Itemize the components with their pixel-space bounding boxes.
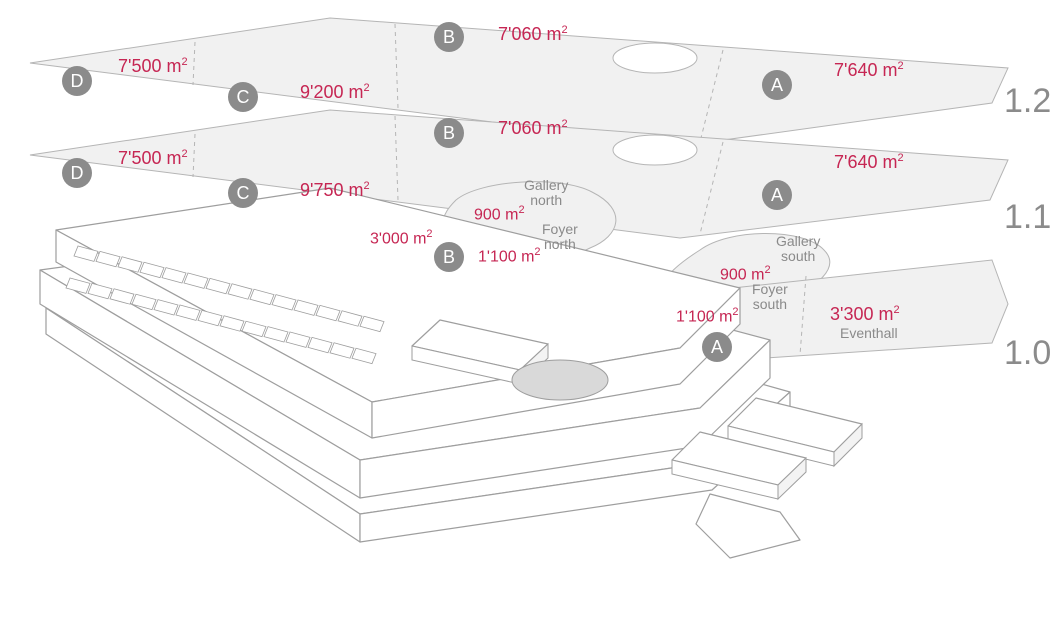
area-note: Gallerynorth [524, 178, 568, 207]
floor-label: 1.0 [1004, 334, 1050, 373]
zone-badge-a: A [702, 332, 732, 362]
zone-badge-a: A [762, 180, 792, 210]
floor-label: 1.1 [1004, 198, 1050, 237]
area-value: 7'060 m2 [498, 118, 568, 139]
zone-badge-a: A [762, 70, 792, 100]
area-value: 9'200 m2 [300, 82, 370, 103]
zone-badge-d: D [62, 66, 92, 96]
area-note: Foyernorth [542, 222, 578, 251]
floor-label: 1.2 [1004, 82, 1050, 121]
area-value: 7'640 m2 [834, 60, 904, 81]
zone-badge-d: D [62, 158, 92, 188]
area-note: Eventhall [840, 326, 898, 341]
area-note: Gallerysouth [776, 234, 820, 263]
area-value: 900 m2 [474, 204, 525, 224]
area-value: 7'500 m2 [118, 56, 188, 77]
zone-badge-b: B [434, 22, 464, 52]
area-value: 3'300 m2 [830, 304, 900, 325]
area-value: 1'100 m2 [478, 246, 541, 266]
area-value: 7'500 m2 [118, 148, 188, 169]
area-value: 9'750 m2 [300, 180, 370, 201]
area-note: Foyersouth [752, 282, 788, 311]
area-value: 7'640 m2 [834, 152, 904, 173]
zone-badge-b: B [434, 242, 464, 272]
area-value: 7'060 m2 [498, 24, 568, 45]
zone-badge-c: C [228, 178, 258, 208]
zone-badge-c: C [228, 82, 258, 112]
zone-badge-b: B [434, 118, 464, 148]
area-value: 3'000 m2 [370, 228, 433, 248]
diagram-stage: { "type":"infographic", "subject":"explo… [0, 0, 1050, 618]
area-value: 1'100 m2 [676, 306, 739, 326]
